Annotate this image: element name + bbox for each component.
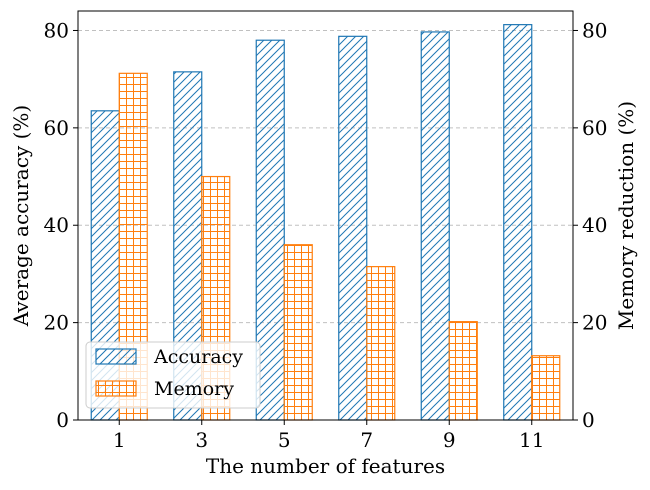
x-tick-label: 11 bbox=[519, 428, 544, 452]
y-axis-title: Average accuracy (%) bbox=[9, 105, 33, 327]
bar-memory-9 bbox=[448, 321, 478, 421]
legend: Accuracy Memory bbox=[85, 341, 261, 409]
y-tick-label: 0 bbox=[56, 408, 69, 432]
x-tick-label: 5 bbox=[278, 428, 291, 452]
bar-accuracy-7 bbox=[338, 35, 368, 421]
y-tick-label: 20 bbox=[44, 311, 69, 335]
y-right-tick-label: 20 bbox=[582, 311, 607, 335]
legend-label-memory: Memory bbox=[154, 378, 234, 400]
legend-label-accuracy: Accuracy bbox=[153, 346, 243, 368]
bar-memory-7 bbox=[366, 266, 396, 421]
y-right-tick-label: 0 bbox=[582, 408, 595, 432]
x-tick-label: 7 bbox=[360, 428, 373, 452]
x-tick-label: 1 bbox=[113, 428, 126, 452]
y-axis-right-title: Memory reduction (%) bbox=[614, 101, 638, 330]
gridlines bbox=[78, 29, 573, 324]
bar-accuracy-9 bbox=[420, 31, 450, 421]
bar-memory-11 bbox=[531, 355, 561, 421]
plot-frame bbox=[77, 10, 574, 421]
y-tick-label: 60 bbox=[44, 116, 69, 140]
x-tick-label: 3 bbox=[195, 428, 208, 452]
x-tick-label: 9 bbox=[443, 428, 456, 452]
bar-accuracy-5 bbox=[255, 39, 285, 421]
bar-memory-5 bbox=[283, 244, 313, 421]
ticks: 1 3 5 7 9 11 0 20 40 60 80 0 20 40 60 80 bbox=[44, 18, 608, 452]
legend-swatch-accuracy bbox=[95, 348, 137, 365]
bar-accuracy-11 bbox=[503, 24, 533, 421]
y-tick-label: 80 bbox=[44, 18, 69, 42]
legend-swatch-memory bbox=[95, 380, 137, 397]
y-right-tick-label: 80 bbox=[582, 18, 607, 42]
y-tick-label: 40 bbox=[44, 213, 69, 237]
x-axis-title: The number of features bbox=[206, 454, 445, 478]
y-right-tick-label: 40 bbox=[582, 213, 607, 237]
y-right-tick-label: 60 bbox=[582, 116, 607, 140]
